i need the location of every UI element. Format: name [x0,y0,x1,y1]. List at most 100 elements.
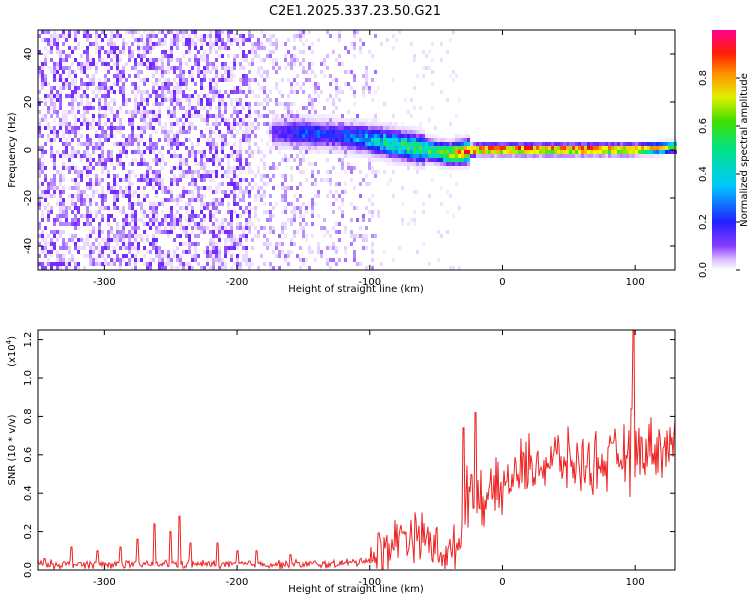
spectrogram-cell [218,78,221,82]
spectrogram-cell [131,234,134,238]
spectrogram-cell [230,122,233,126]
spectrogram-cell [260,226,263,230]
spectrogram-cell [200,166,203,170]
spectrogram-cell [62,254,65,258]
spectrogram-cell [293,234,296,238]
spectrogram-cell [170,182,173,186]
spectrogram-cell [311,138,314,142]
spectrogram-cell [230,218,233,222]
spectrogram-cell [59,34,62,38]
spectrogram-cell [167,198,170,202]
spectrogram-cell [113,178,116,182]
spectrogram-cell [80,86,83,90]
spectrogram-cell [209,214,212,218]
spectrogram-cell [89,214,92,218]
spectrogram-cell [302,218,305,222]
spectrogram-cell [263,114,266,118]
spectrogram-cell [119,34,122,38]
spectrogram-cell [77,90,80,94]
spectrogram-cell [374,122,377,126]
spectrogram-cell [287,202,290,206]
spectrogram-cell [236,114,239,118]
spectrogram-cell [158,58,161,62]
spectrogram-cell [122,178,125,182]
spectrogram-cell [296,166,299,170]
spectrogram-cell [146,222,149,226]
spectrogram-cell [308,162,311,166]
spectrogram-cell [86,170,89,174]
spectrogram-cell [410,130,413,134]
spectrogram-cell [374,146,377,150]
spectrogram-cell [191,210,194,214]
spectrogram-cell [182,94,185,98]
spectrogram-cell [116,142,119,146]
spectrogram-cell [215,154,218,158]
spectrogram-cell [134,106,137,110]
spectrogram-cell [191,126,194,130]
spectrogram-cell [110,250,113,254]
spectrogram-cell [143,98,146,102]
spectrogram-x-ticks: -300 -200 -100 0 100 [93,30,645,288]
spectrogram-cell [68,46,71,50]
snr-x-tick-label: 0 [499,577,505,588]
spectrogram-cell [584,146,587,150]
spectrogram-cell [329,258,332,262]
spectrogram-cell [161,218,164,222]
spectrogram-cell [326,158,329,162]
spectrogram-cell [107,206,110,210]
spectrogram-cell [38,110,41,114]
spectrogram-cell [311,222,314,226]
spectrogram-cell [449,194,452,198]
spectrogram-cell [356,122,359,126]
spectrogram-cell [224,122,227,126]
spectrogram-cell [95,190,98,194]
spectrogram-cell [269,134,272,138]
spectrogram-cell [149,30,152,34]
spectrogram-cell [434,138,437,142]
spectrogram-cell [293,90,296,94]
spectrogram-cell [341,202,344,206]
spectrogram-cell [221,138,224,142]
spectrogram-cell [155,114,158,118]
spectrogram-cell [50,186,53,190]
spectrogram-cell [224,78,227,82]
spectrogram-cell [257,114,260,118]
spectrogram-cell [374,34,377,38]
spectrogram-cell [188,238,191,242]
spectrogram-cell [167,250,170,254]
spectrogram-cell [140,78,143,82]
spectrogram-cell [329,234,332,238]
spectrogram-cell [284,118,287,122]
spectrogram-cell [95,62,98,66]
spectrogram-cell [221,134,224,138]
spectrogram-cell [122,222,125,226]
spectrogram-cell [161,126,164,130]
spectrogram-cell [203,194,206,198]
spectrogram-cell [158,258,161,262]
spectrogram-cell [452,158,455,162]
spectrogram-cell [89,166,92,170]
spectrogram-cell [569,150,572,154]
spectrogram-cell [392,146,395,150]
spectrogram-cell [518,154,521,158]
spectrogram-cell [425,54,428,58]
spectrogram-cell [53,242,56,246]
spectrogram-cell [134,190,137,194]
spectrogram-cell [356,146,359,150]
spectrogram-cell [515,154,518,158]
spectrogram-cell [293,194,296,198]
spectrogram-cell [209,114,212,118]
spectrogram-cell [305,138,308,142]
spectrogram-cell [464,154,467,158]
spectrogram-cell [665,146,668,150]
spectrogram-cell [368,134,371,138]
spectrogram-cell [242,106,245,110]
spectrogram-cell [179,258,182,262]
spectrogram-cell [188,262,191,266]
spectrogram-cell [359,38,362,42]
spectrogram-cell [356,142,359,146]
spectrogram-cell [188,46,191,50]
spectrogram-cell [428,162,431,166]
spectrogram-cell [449,150,452,154]
spectrogram-cell [38,130,41,134]
